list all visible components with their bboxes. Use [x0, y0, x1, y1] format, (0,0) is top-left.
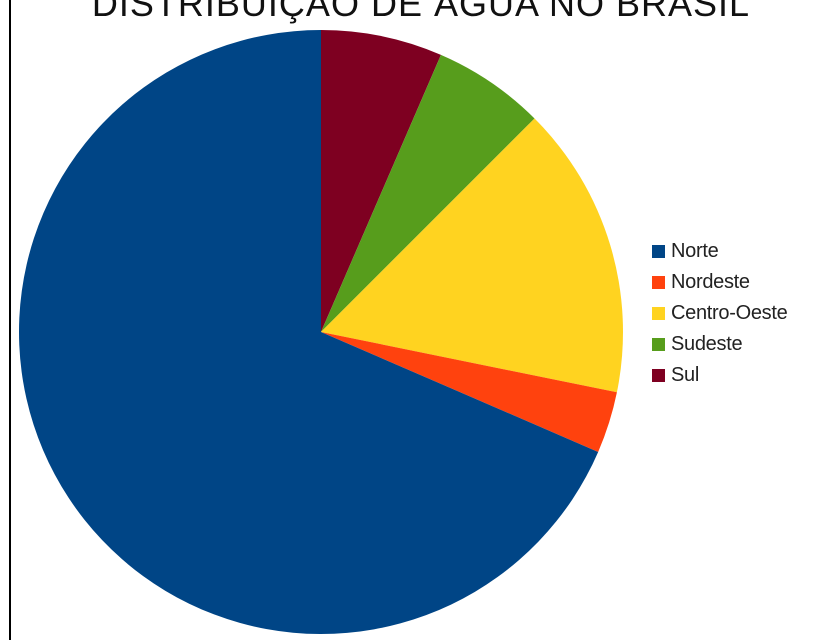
legend-label: Sul — [671, 364, 700, 386]
legend-swatch — [652, 307, 665, 320]
legend-item-sudeste: Sudeste — [652, 329, 787, 360]
pie-slice-centro-oeste — [321, 118, 623, 393]
pie-slice-nordeste — [321, 332, 617, 452]
legend-label: Sudeste — [671, 333, 743, 355]
pie-slice-sudeste — [321, 54, 535, 332]
frame-border — [9, 0, 11, 640]
legend-label: Nordeste — [671, 271, 750, 293]
legend-label: Norte — [671, 240, 719, 262]
legend-swatch — [652, 245, 665, 258]
legend-swatch — [652, 338, 665, 351]
legend-swatch — [652, 369, 665, 382]
pie-slice-norte — [19, 30, 599, 634]
legend-item-sul: Sul — [652, 360, 787, 391]
pie-slices — [19, 30, 623, 634]
legend: Norte Nordeste Centro-Oeste Sudeste Sul — [652, 236, 788, 391]
legend-label: Centro-Oeste — [671, 302, 788, 324]
chart-title: DISTRIBUIÇÃO DE ÁGUA NO BRASIL — [91, 0, 751, 24]
legend-item-norte: Norte — [652, 236, 787, 267]
legend-swatch — [652, 276, 665, 289]
legend-item-centro-oeste: Centro-Oeste — [652, 298, 788, 329]
legend-item-nordeste: Nordeste — [652, 267, 787, 298]
pie-slice-sul — [321, 30, 441, 332]
